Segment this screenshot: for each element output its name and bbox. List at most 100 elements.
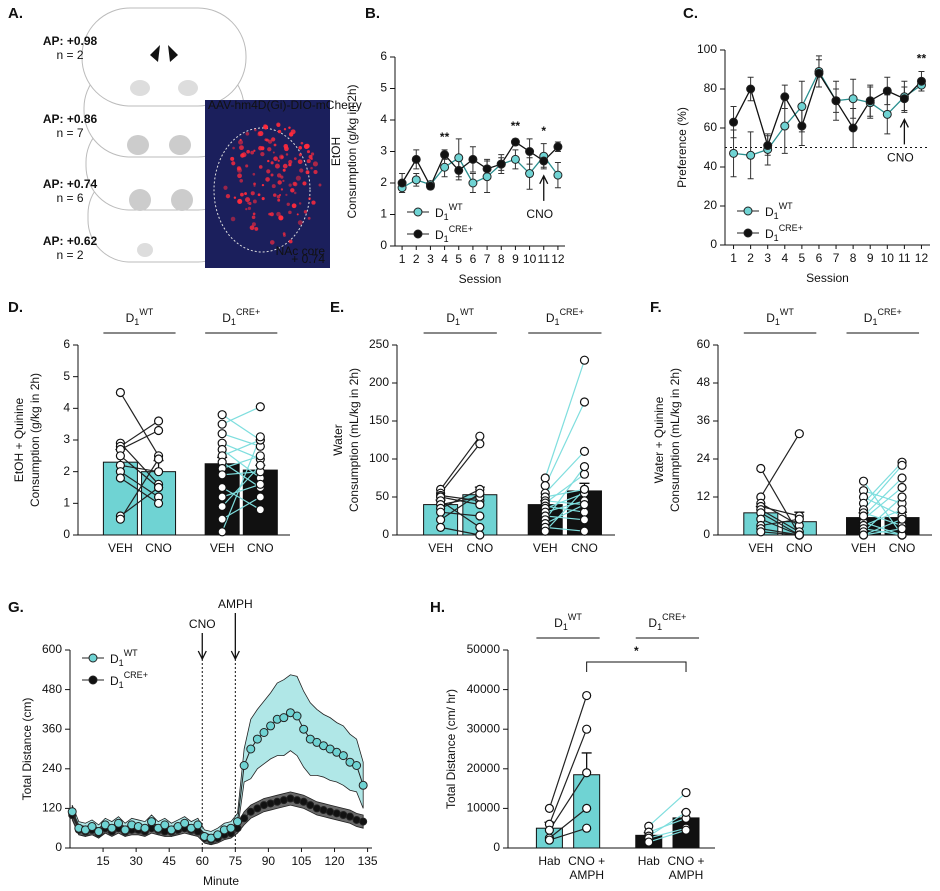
y-tick-label: 0 — [380, 238, 387, 252]
data-point — [780, 121, 790, 131]
n-label: n = 2 — [56, 248, 83, 262]
label-sup: CRE+ — [877, 307, 901, 317]
cell — [276, 122, 281, 127]
panel-letter: B. — [365, 5, 380, 22]
subject-point — [153, 416, 164, 426]
x-tick-label: CNO — [786, 541, 813, 555]
label-main: D — [435, 228, 444, 242]
subject-line — [120, 477, 159, 504]
subject-point — [897, 482, 907, 493]
x-tick-label: CNO — [467, 541, 494, 555]
cell — [288, 126, 291, 130]
subject-line — [760, 502, 800, 527]
cell — [305, 170, 310, 175]
cell — [251, 215, 256, 220]
nac-region — [137, 243, 153, 257]
significance-label: ** — [511, 119, 521, 133]
subject-line — [120, 420, 159, 447]
significance-label: * — [634, 644, 639, 658]
subject-point — [897, 473, 907, 483]
series-label: D1WT — [554, 612, 582, 632]
subject-line — [544, 504, 585, 525]
label-sup: CRE+ — [124, 670, 148, 680]
data-point — [352, 815, 361, 824]
image-background — [205, 100, 330, 268]
subject-line — [119, 442, 160, 485]
series-label: D1WT — [446, 307, 474, 327]
x-tick-label: 1 — [730, 251, 737, 265]
subject-line — [863, 528, 903, 536]
y-tick-label: 120 — [42, 801, 62, 815]
cell — [254, 227, 259, 231]
subject-line — [760, 518, 800, 527]
data-point — [359, 817, 368, 826]
significance-label: * — [541, 124, 546, 138]
subject-point — [544, 825, 555, 835]
subject-point — [579, 355, 590, 365]
cell — [265, 177, 270, 182]
subject-line — [544, 488, 585, 532]
arrow-label: CNO — [887, 151, 914, 165]
subject-point — [756, 527, 766, 537]
x-tick-label: 4 — [441, 252, 448, 266]
cell — [270, 161, 274, 165]
subject-line — [545, 505, 585, 513]
y-axis-label: Total Distance (cm) — [20, 698, 34, 801]
arrow — [539, 174, 549, 201]
image-region: NAc core — [276, 244, 326, 258]
subject-line — [760, 505, 800, 517]
y-tick-label: 50000 — [467, 642, 501, 656]
panel-letter: A. — [8, 5, 23, 22]
label-sup: WT — [779, 201, 793, 211]
data-point — [539, 156, 549, 166]
y-tick-label: 0 — [493, 840, 500, 854]
x-tick-label: 75 — [229, 854, 243, 868]
subject-point — [858, 530, 869, 540]
cell — [288, 239, 293, 244]
data-point — [797, 102, 807, 112]
cell — [282, 163, 288, 169]
data-point — [510, 154, 520, 164]
subject-line — [545, 526, 585, 532]
y-tick-label: 50 — [376, 489, 390, 503]
label-main: D — [765, 205, 774, 219]
cell — [310, 166, 313, 170]
data-point — [814, 68, 824, 78]
nac-region — [178, 80, 198, 96]
label-sub: 1 — [231, 317, 236, 327]
brain-sections — [81, 7, 247, 263]
data-point — [259, 801, 268, 810]
subject-point — [436, 507, 446, 517]
x-tick-label: 7 — [484, 252, 491, 266]
x-tick-label: 30 — [129, 854, 143, 868]
legend-marker — [743, 228, 753, 238]
x-tick-label: Hab — [538, 854, 560, 868]
x-tick-label: CNO + — [568, 854, 605, 868]
data-point — [553, 170, 563, 180]
cell — [252, 172, 256, 176]
cell — [269, 212, 274, 217]
x-tick-label: VEH — [108, 541, 133, 555]
data-point — [259, 728, 269, 737]
label-sup: CRE+ — [662, 612, 686, 622]
cell — [312, 161, 318, 167]
subject-point — [582, 823, 592, 833]
label-sub: 1 — [444, 234, 449, 244]
subject-point — [115, 473, 126, 483]
x-tick-label: 8 — [498, 252, 505, 266]
cell — [271, 137, 276, 142]
image-label: AAV-hm4D(Gi)-DIO-mCherry — [208, 98, 362, 112]
subject-line — [221, 483, 261, 498]
cell — [262, 124, 268, 129]
legend-marker — [413, 229, 423, 239]
subject-point — [475, 431, 485, 441]
y-tick-label: 40000 — [467, 682, 501, 696]
label-sup: WT — [568, 612, 582, 622]
cell — [264, 138, 268, 142]
subject-line — [440, 443, 481, 494]
label-sub: 1 — [119, 680, 124, 690]
cell — [257, 131, 261, 135]
data-point — [496, 159, 506, 169]
data-point — [279, 796, 288, 805]
data-point — [345, 812, 354, 821]
